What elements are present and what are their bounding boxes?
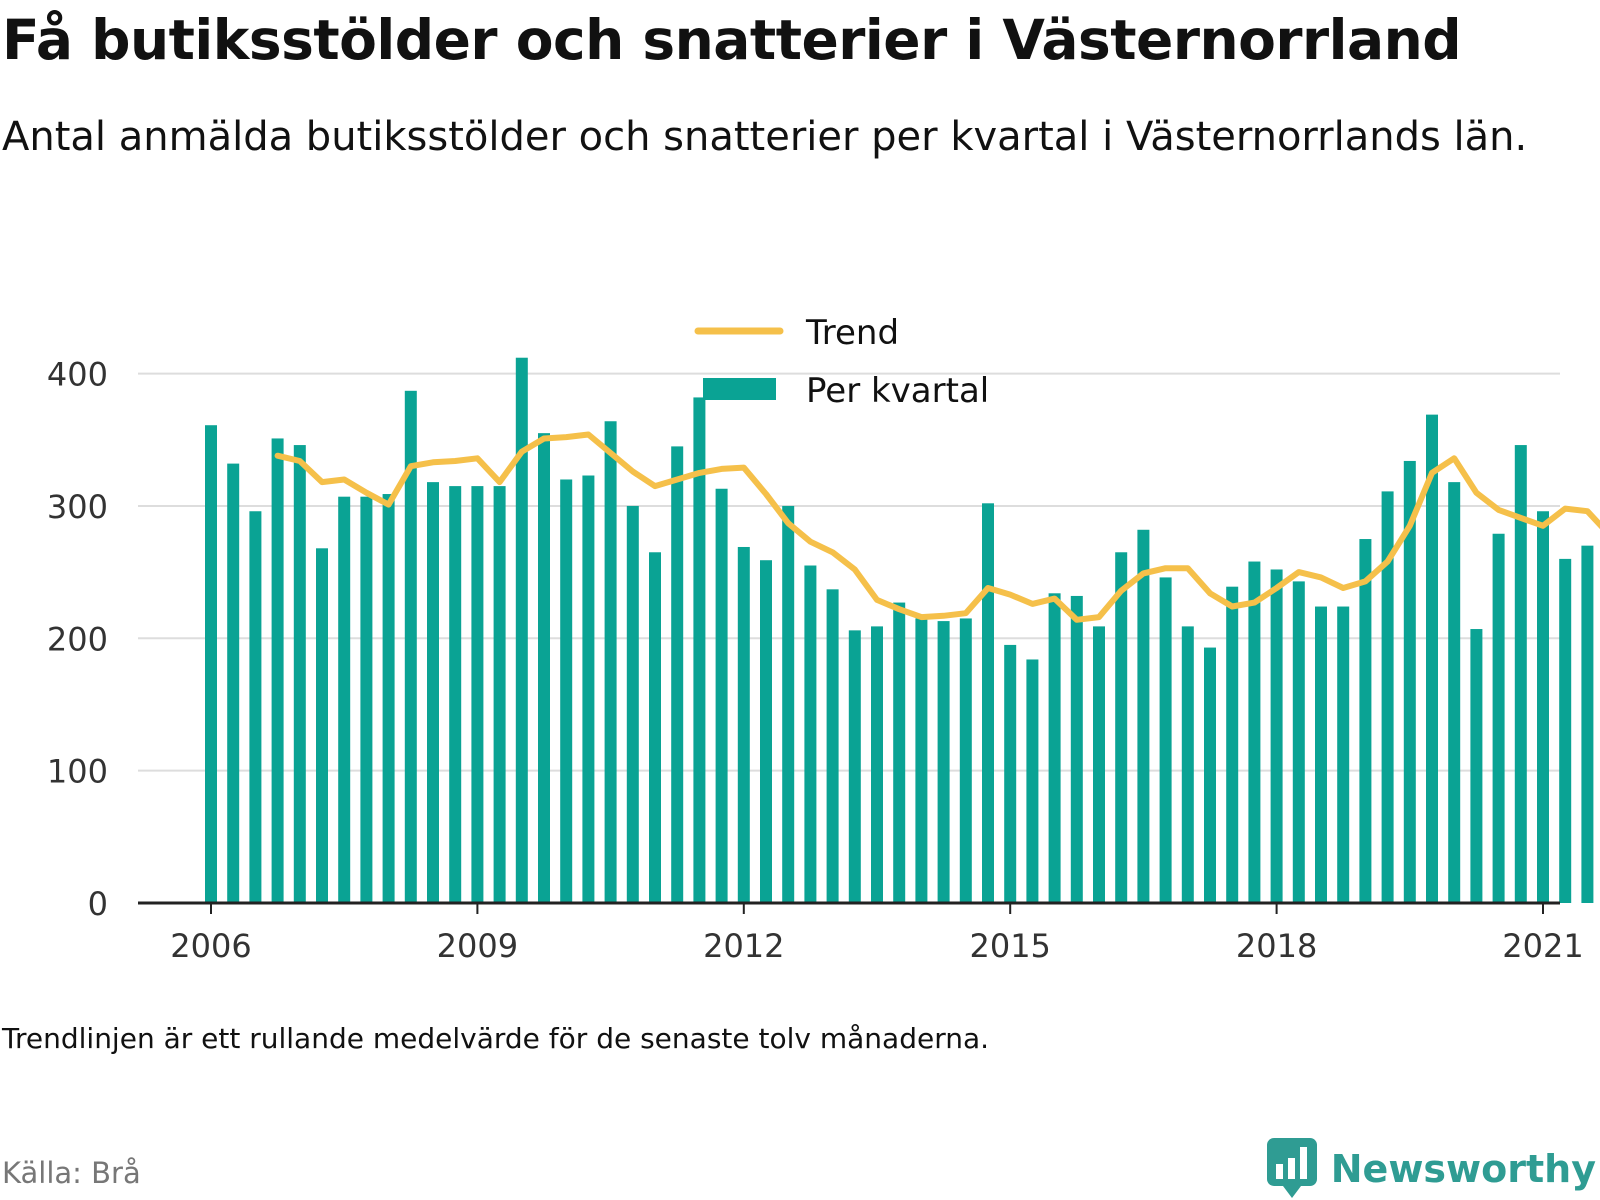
y-tick-label: 300 — [47, 488, 108, 526]
bar — [1581, 545, 1594, 903]
bar — [1048, 593, 1061, 903]
brand-logo: Newsworthy — [1266, 1138, 1596, 1200]
x-tick-marks: 2006200920122015201820212023 — [170, 903, 1584, 965]
bar — [560, 479, 573, 903]
bar — [582, 475, 595, 903]
bar — [737, 546, 750, 903]
bar — [1248, 561, 1261, 903]
bar — [693, 397, 706, 903]
x-tick-label: 2009 — [437, 927, 518, 965]
bar — [826, 589, 839, 903]
bar — [427, 482, 439, 903]
bar — [1448, 482, 1461, 903]
bar — [1137, 529, 1150, 903]
bar — [1492, 533, 1505, 903]
bar — [671, 446, 684, 903]
bar — [1292, 581, 1305, 903]
chart-title: Få butiksstölder och snatterier i Väster… — [2, 8, 1462, 72]
footnote: Trendlinjen är ett rullande medelvärde f… — [2, 1022, 990, 1055]
bar — [959, 618, 972, 903]
bar — [1514, 445, 1527, 903]
bar — [982, 503, 994, 903]
bar — [1470, 629, 1483, 903]
bar — [1026, 659, 1039, 903]
bar — [782, 505, 795, 903]
chart-subtitle: Antal anmälda butiksstölder och snatteri… — [2, 114, 1528, 160]
bar — [1115, 552, 1128, 903]
chart-svg: 0 100 200 300 400 2006 2009 2012 2015 2018 2021 20… — [47, 313, 1600, 965]
legend: Trend Per kvartal — [694, 313, 989, 411]
bar — [1559, 558, 1572, 903]
bar — [1070, 595, 1083, 903]
legend-bars-label: Per kvartal — [806, 371, 989, 411]
bar — [493, 486, 506, 903]
bar — [205, 425, 217, 903]
bar — [249, 511, 262, 903]
bar — [1337, 606, 1350, 903]
legend-bars-swatch — [703, 378, 776, 400]
bar — [449, 486, 462, 903]
trend-series — [274, 431, 1600, 623]
legend-trend-label: Trend — [805, 313, 899, 353]
bar — [382, 494, 395, 903]
bar — [1181, 626, 1194, 903]
x-tick-label: 2021 — [1502, 927, 1583, 965]
bar — [760, 560, 772, 903]
trend-line — [274, 431, 1600, 623]
x-tick-label: 2018 — [1236, 927, 1317, 965]
x-tick-label: 2006 — [170, 927, 251, 965]
bar — [626, 505, 639, 903]
bar — [293, 445, 306, 903]
x-tick-label: 2015 — [969, 927, 1050, 965]
bar — [1426, 414, 1438, 903]
bar — [804, 565, 817, 903]
bar — [538, 433, 550, 903]
bar — [937, 621, 950, 903]
bar — [1359, 539, 1372, 903]
source-credit: Källa: Brå — [2, 1156, 141, 1190]
bar — [1403, 460, 1416, 903]
y-tick-label: 100 — [47, 753, 108, 791]
newsworthy-logo-icon — [1266, 1138, 1317, 1198]
bar — [1159, 577, 1172, 903]
bar — [1226, 586, 1239, 903]
bar — [1093, 626, 1105, 903]
brand-name: Newsworthy — [1330, 1147, 1596, 1191]
bar — [1004, 644, 1017, 903]
bar — [338, 496, 351, 903]
bar — [1315, 606, 1327, 903]
x-tick-label: 2012 — [703, 927, 784, 965]
bar — [227, 463, 240, 903]
bar — [515, 357, 528, 903]
y-tick-labels: 0 100 200 300 400 — [47, 356, 108, 923]
bar — [1381, 491, 1394, 903]
bar — [271, 438, 284, 903]
bar — [1537, 511, 1549, 903]
bar — [471, 486, 484, 903]
bar — [871, 626, 883, 903]
bar — [649, 552, 661, 903]
bar — [715, 488, 728, 903]
y-tick-label: 0 — [88, 885, 108, 923]
bar-series — [205, 357, 1594, 903]
bar — [404, 390, 417, 903]
bar — [1270, 569, 1283, 903]
bar — [848, 630, 861, 903]
bar — [893, 602, 906, 903]
bar — [1204, 647, 1216, 903]
bar — [360, 496, 373, 903]
bar — [915, 618, 928, 903]
bar — [316, 548, 328, 903]
y-tick-label: 200 — [47, 620, 108, 658]
y-tick-label: 400 — [47, 356, 108, 394]
bar — [604, 421, 617, 903]
